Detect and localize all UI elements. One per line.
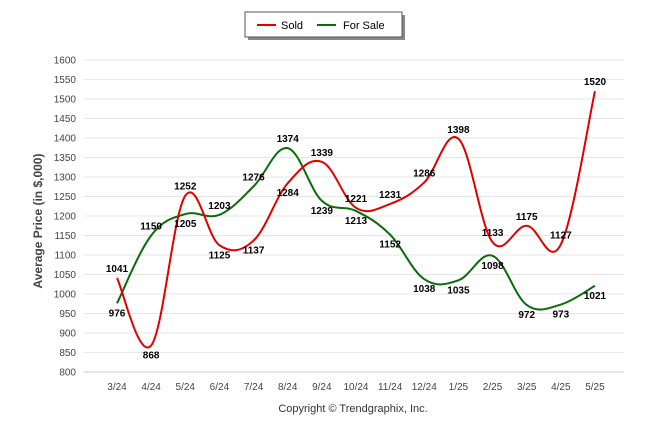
series-lines <box>116 90 596 349</box>
data-label-sold: 1137 <box>243 246 265 257</box>
series-line-for-sale <box>116 147 596 311</box>
x-tick-label: 2/25 <box>483 382 503 393</box>
y-tick-label: 1450 <box>54 114 77 125</box>
data-label-sold: 1520 <box>584 77 607 88</box>
copyright-footer: Copyright © Trendgraphix, Inc. <box>278 403 427 415</box>
y-axis-ticks: 800 850 900 950 1000 1050 1100 1150 1200 1250 1300… <box>54 56 77 379</box>
data-label-for-sale: 1098 <box>481 261 504 272</box>
data-label-for-sale: 1021 <box>584 291 607 302</box>
x-tick-label: 11/24 <box>378 382 403 393</box>
y-tick-label: 950 <box>59 309 76 320</box>
y-tick-label: 1300 <box>54 173 77 184</box>
y-tick-label: 850 <box>59 348 76 359</box>
x-tick-label: 1/25 <box>449 382 469 393</box>
x-tick-label: 7/24 <box>244 382 264 393</box>
legend-label-sold: Sold <box>281 20 303 32</box>
data-label-sold: 1133 <box>482 228 504 239</box>
data-label-for-sale: 1213 <box>345 216 368 227</box>
y-tick-label: 900 <box>59 329 76 340</box>
data-label-sold: 1041 <box>106 264 129 275</box>
x-tick-label: 3/24 <box>107 382 127 393</box>
data-label-sold: 1127 <box>550 230 572 241</box>
y-tick-label: 1500 <box>54 95 77 106</box>
y-tick-label: 1250 <box>54 192 77 203</box>
data-label-sold: 1339 <box>311 148 334 159</box>
y-tick-label: 1600 <box>54 56 77 67</box>
data-label-for-sale: 1035 <box>447 285 470 296</box>
y-tick-label: 1000 <box>54 290 77 301</box>
legend-label-for-sale: For Sale <box>343 20 385 32</box>
y-tick-label: 1350 <box>54 153 77 164</box>
data-label-sold: 868 <box>143 350 160 361</box>
y-tick-label: 1100 <box>54 251 76 262</box>
data-label-for-sale: 1152 <box>379 240 401 251</box>
legend-item-sold[interactable]: Sold <box>257 20 303 32</box>
legend: Sold For Sale <box>244 11 405 40</box>
data-label-for-sale: 1374 <box>277 134 300 145</box>
data-label-sold: 1175 <box>516 212 538 223</box>
x-tick-label: 3/25 <box>517 382 537 393</box>
series-line-sold <box>116 90 596 349</box>
data-label-sold: 1286 <box>413 168 436 179</box>
x-axis-ticks: 3/24 4/24 5/24 6/24 7/24 8/24 9/24 10/24 11/24 12… <box>107 382 605 393</box>
x-tick-label: 9/24 <box>312 382 332 393</box>
y-tick-label: 1200 <box>54 212 77 223</box>
data-label-sold: 1284 <box>277 188 300 199</box>
y-axis-label: Average Price (in $,000) <box>31 154 45 289</box>
data-label-sold: 1398 <box>447 125 470 136</box>
grid <box>84 59 624 373</box>
x-tick-label: 10/24 <box>343 382 368 393</box>
data-label-sold: 1252 <box>174 182 197 193</box>
x-tick-label: 6/24 <box>210 382 230 393</box>
data-label-sold: 1231 <box>379 190 402 201</box>
x-tick-label: 4/24 <box>141 382 161 393</box>
y-tick-label: 1550 <box>54 75 77 86</box>
data-label-sold: 1221 <box>345 194 368 205</box>
data-label-for-sale: 1203 <box>208 201 231 212</box>
data-label-for-sale: 1239 <box>311 206 334 217</box>
data-label-sold: 1125 <box>209 250 231 261</box>
y-tick-label: 1150 <box>54 231 76 242</box>
legend-item-for-sale[interactable]: For Sale <box>317 20 385 32</box>
x-tick-label: 4/25 <box>551 382 571 393</box>
data-label-for-sale: 1205 <box>174 219 197 230</box>
y-tick-label: 1050 <box>54 270 77 281</box>
data-labels: 1041 868 1252 1125 1137 1284 1339 1221 1231 1286 1… <box>106 77 607 361</box>
x-tick-label: 5/25 <box>585 382 605 393</box>
x-tick-label: 12/24 <box>412 382 437 393</box>
data-label-for-sale: 1276 <box>242 172 265 183</box>
data-label-for-sale: 1038 <box>413 284 436 295</box>
x-tick-label: 8/24 <box>278 382 298 393</box>
data-label-for-sale: 1150 <box>140 222 162 233</box>
x-tick-label: 5/24 <box>176 382 196 393</box>
y-tick-label: 1400 <box>54 134 77 145</box>
data-label-for-sale: 973 <box>552 310 569 321</box>
y-tick-label: 800 <box>59 368 76 379</box>
data-label-for-sale: 972 <box>518 310 535 321</box>
data-label-for-sale: 976 <box>109 308 126 319</box>
